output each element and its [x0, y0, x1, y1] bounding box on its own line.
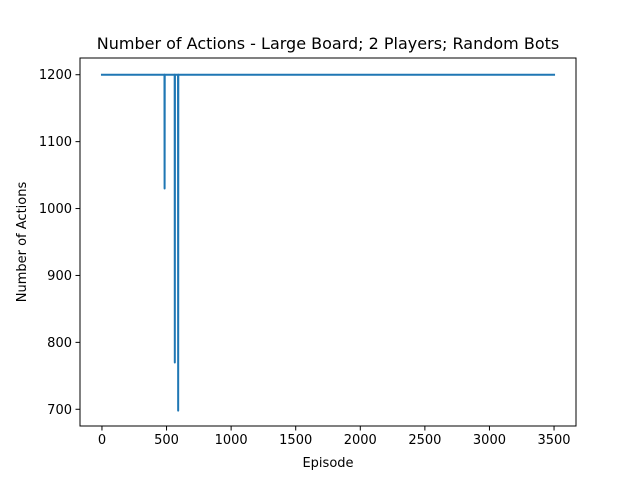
x-tick-label: 3000 [473, 433, 506, 448]
x-tick-label: 2000 [344, 433, 377, 448]
plot-area: 0 500 1000 1500 2000 2500 3000 3500 700 800 900 100… [39, 57, 577, 448]
x-tick-label: 1500 [279, 433, 312, 448]
x-axis-label: Episode [302, 456, 353, 471]
x-tick-label: 3500 [537, 433, 570, 448]
series-line-0 [100, 73, 556, 412]
x-tick-label: 0 [98, 433, 106, 448]
y-tick-label: 1000 [39, 202, 72, 217]
y-tick-label: 800 [47, 336, 72, 351]
x-tick-label: 1000 [215, 433, 248, 448]
y-tick-label: 900 [47, 269, 72, 284]
x-tick-label: 2500 [408, 433, 441, 448]
y-tick-label: 700 [47, 403, 72, 418]
chart-title: Number of Actions - Large Board; 2 Playe… [97, 34, 559, 53]
y-tick-label: 1200 [39, 68, 72, 83]
y-tick-label: 1100 [39, 135, 72, 150]
y-axis-label: Number of Actions [15, 182, 30, 303]
axes-frame [79, 57, 577, 427]
x-tick-label: 500 [154, 433, 179, 448]
